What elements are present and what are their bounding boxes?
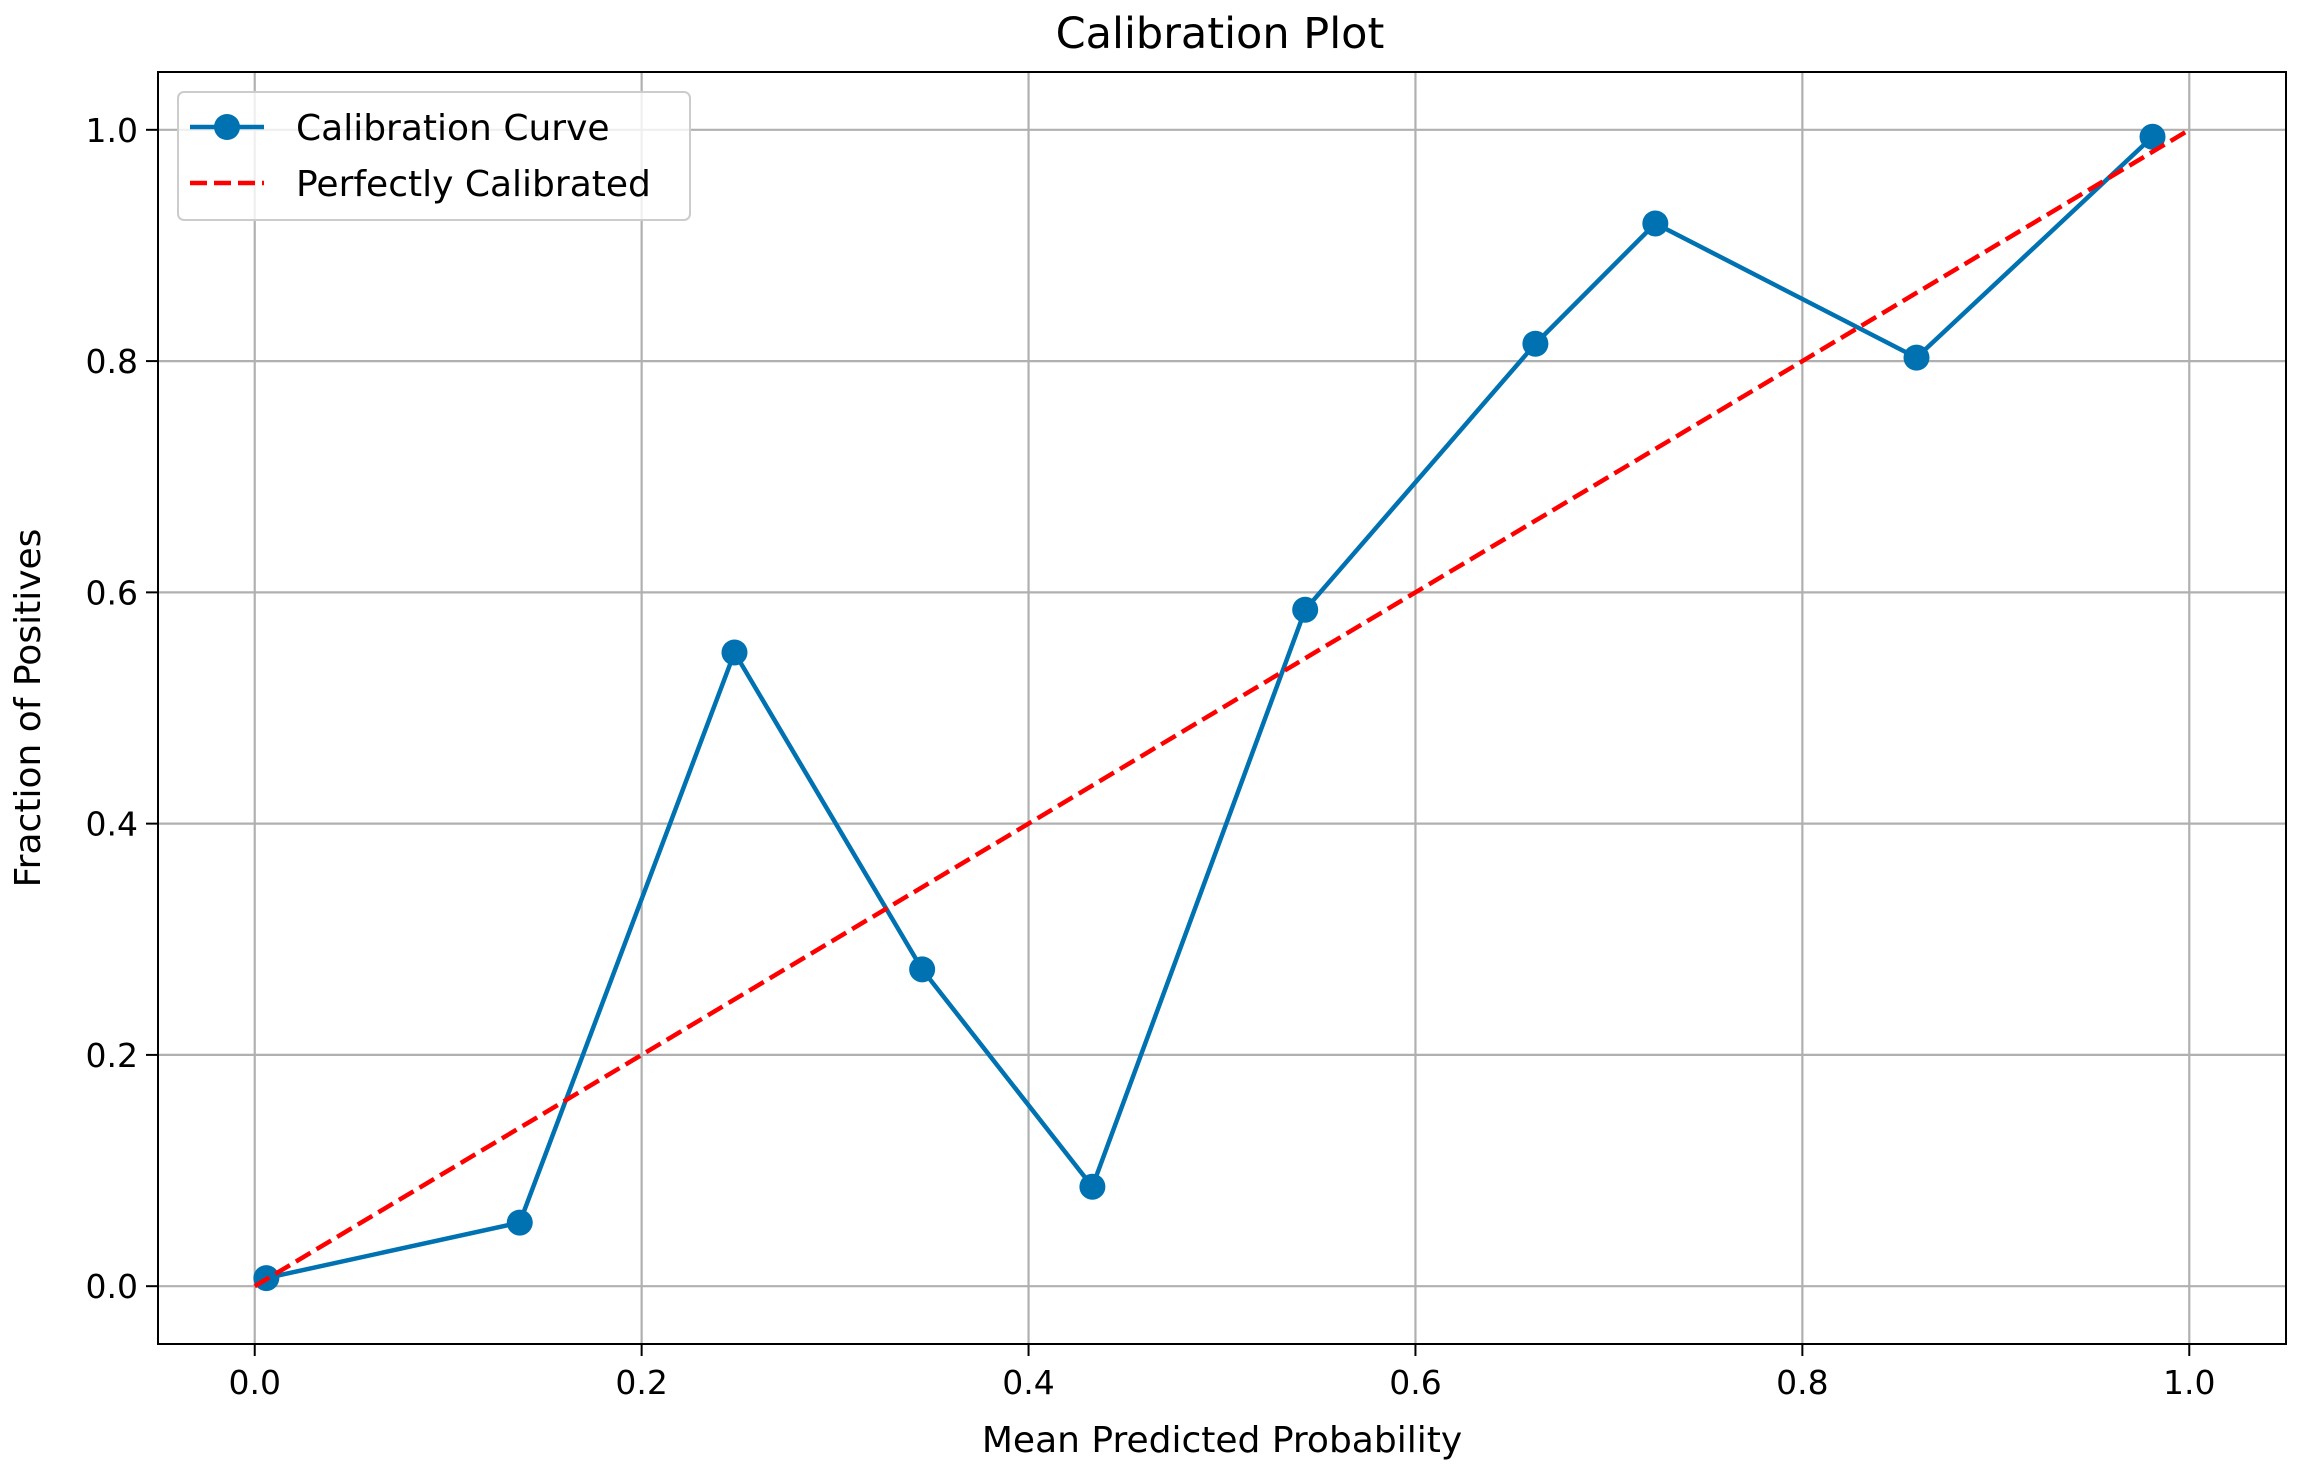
calibration-curve-line	[264, 134, 2155, 1281]
x-tick-label: 0.0	[228, 1363, 280, 1402]
y-axis-label: Fraction of Positives	[8, 529, 49, 888]
y-tick-label: 0.0	[86, 1267, 138, 1306]
y-tick-label: 0.8	[86, 342, 138, 381]
calibration-curve-point	[506, 1209, 533, 1236]
y-tick-label: 0.4	[86, 805, 138, 844]
calibration-curve-point	[1292, 596, 1319, 623]
x-axis-label: Mean Predicted Probability	[982, 1420, 1462, 1461]
legend: Calibration Curve Perfectly Calibrated	[177, 91, 691, 221]
plot-frame	[157, 71, 2287, 1345]
series-layer	[253, 123, 2191, 1292]
ticks-layer: 0.0 0.2 0.4 0.6 0.8 1.0 0.0 0.2 0.4 0.6 0.8 1.0	[86, 111, 2216, 1402]
calibration-curve-point	[1522, 330, 1549, 357]
calibration-curve-point	[721, 639, 748, 666]
calibration-curve-point	[2139, 123, 2166, 150]
legend-label-perfectly-calibrated: Perfectly Calibrated	[296, 164, 651, 205]
perfectly-calibrated-line	[253, 127, 2191, 1289]
y-tick-label: 1.0	[86, 111, 138, 150]
legend-box	[177, 91, 691, 221]
x-tick-label: 0.2	[615, 1363, 667, 1402]
chart-title: Calibration Plot	[1056, 9, 1385, 59]
calibration-curve-point	[1642, 210, 1669, 237]
legend-marker-calibration-curve	[214, 114, 240, 140]
y-tick-label: 0.2	[86, 1036, 138, 1075]
x-tick-label: 0.8	[1776, 1363, 1828, 1402]
calibration-curve-point	[909, 956, 936, 983]
x-tick-label: 0.6	[1389, 1363, 1441, 1402]
x-tick-label: 0.4	[1002, 1363, 1054, 1402]
calibration-curve-point	[1079, 1173, 1106, 1200]
x-tick-label: 1.0	[2163, 1363, 2215, 1402]
y-tick-label: 0.6	[86, 573, 138, 612]
calibration-curve-point	[1903, 344, 1930, 371]
legend-label-calibration-curve: Calibration Curve	[296, 108, 610, 149]
